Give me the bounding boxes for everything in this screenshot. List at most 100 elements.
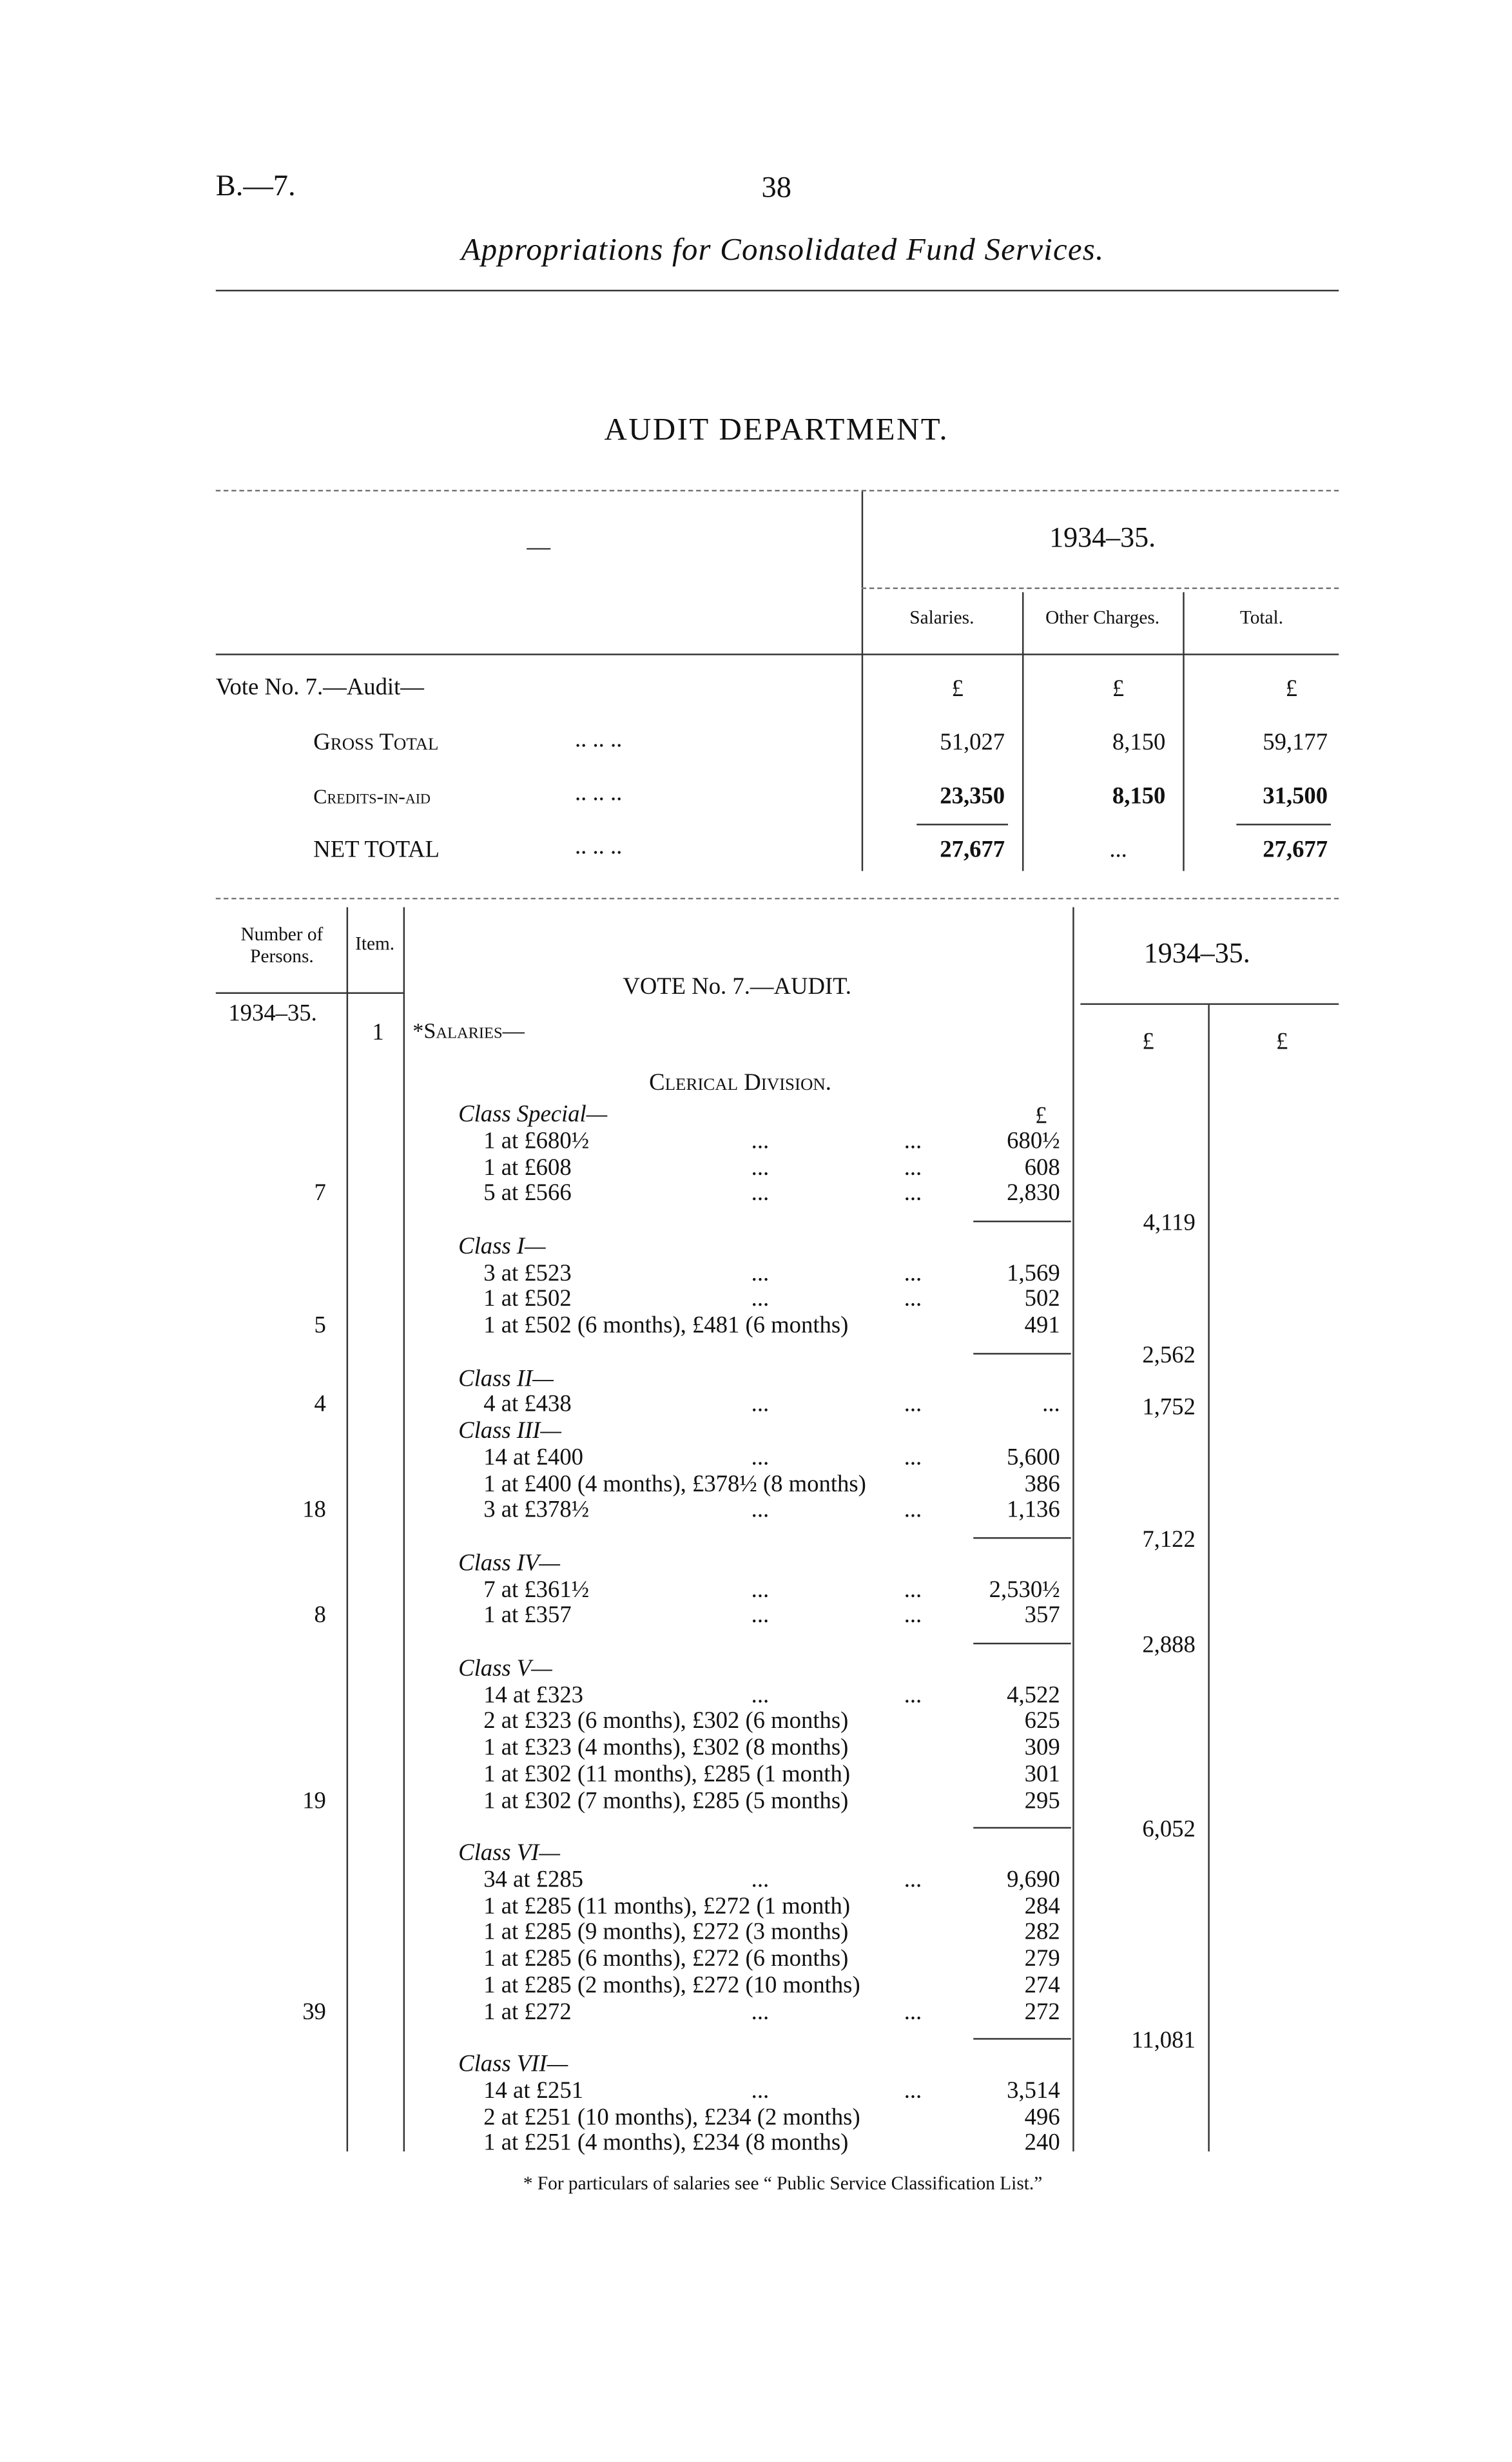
summary-header-rule (215, 654, 1339, 655)
subtotal-row: 2,888 (216, 1630, 1339, 1658)
item-label: 7 at £361½ (483, 1577, 590, 1603)
item-label: 34 at £285 (483, 1867, 583, 1893)
year-left: 1934–35. (228, 1002, 317, 1027)
item-amount: 357 (1024, 1604, 1060, 1629)
item-amount: 284 (1024, 1894, 1060, 1919)
col-total: Total. (1239, 606, 1284, 629)
subtotal-rule (973, 2038, 1071, 2040)
page-title: Appropriations for Consolidated Fund Ser… (461, 233, 1105, 268)
item-amount: 491 (1024, 1313, 1060, 1339)
summary-dash: — (527, 535, 551, 561)
leader-dots: ... (904, 1129, 922, 1154)
sum-rule (916, 824, 1008, 826)
leader-dots: .. .. .. (574, 835, 623, 860)
subtotal-row: 2,562 (216, 1340, 1339, 1368)
currency-amount: £ (1035, 1104, 1047, 1130)
class-subtotal: 1,752 (1142, 1395, 1196, 1421)
leader-dots: ... (751, 1683, 770, 1709)
col-salaries: Salaries. (909, 606, 974, 629)
credits-salaries: 23,350 (940, 784, 1005, 810)
table-row: 3 at £378½...... 1,136 18 (216, 1498, 1339, 1525)
table-row: 5 at £566...... 2,830 7 (216, 1181, 1339, 1208)
leader-dots: ... (751, 1129, 770, 1154)
leader-dots: ... (751, 1261, 770, 1286)
table-row: 1 at £357...... 357 8 (216, 1604, 1339, 1630)
class-subtotal: 6,052 (1142, 1817, 1196, 1843)
item-amount: 608 (1024, 1155, 1060, 1181)
item-amount: 309 (1024, 1736, 1060, 1761)
table-row: 14 at £251...... 3,514 (216, 2079, 1339, 2105)
footnote: * For particulars of salaries see “ Publ… (523, 2171, 1043, 2195)
vote-label: Vote No. 7.—Audit— (215, 675, 424, 701)
table-row: 14 at £400...... 5,600 (216, 1446, 1339, 1472)
subtotal-rule (973, 1220, 1071, 1223)
gross-total-label: Gross Total (313, 730, 439, 756)
table-row: 1 at £285 (11 months), £272 (1 month) 284 (216, 1894, 1339, 1921)
item-label: 1 at £608 (483, 1155, 572, 1181)
summary-divider (861, 491, 864, 871)
leader-dots: ... (751, 1392, 770, 1418)
item-amount: 274 (1024, 1973, 1060, 1999)
subtotal-rule (973, 1352, 1071, 1355)
leader-dots: .. .. .. (574, 781, 623, 807)
class-label: Class VII— (458, 2052, 568, 2078)
table-row: 4 at £438......... 4 1,752 (216, 1392, 1339, 1421)
persons-count: 18 (302, 1498, 326, 1524)
table-row: 14 at £323...... 4,522 (216, 1683, 1339, 1709)
salaries-heading: *Salaries— (412, 1020, 525, 1045)
item-amount: 2,530½ (989, 1577, 1060, 1603)
column-divider (1072, 907, 1074, 2152)
item-amount: 2,830 (1007, 1181, 1060, 1207)
leader-dots: ... (904, 1155, 922, 1181)
table-row: 1 at £323 (4 months), £302 (8 months) 309 (216, 1736, 1339, 1762)
header-rule (1080, 1003, 1339, 1005)
class-heading-row: Class V— (216, 1656, 1339, 1683)
item-label: 1 at £285 (11 months), £272 (1 month) (483, 1894, 851, 1919)
leader-dots: ... (751, 2079, 770, 2104)
item-label: 3 at £378½ (483, 1498, 590, 1524)
item-amount: 272 (1024, 1999, 1060, 2025)
document-reference: B.—7. (215, 170, 296, 204)
item-number: 1 (372, 1020, 384, 1046)
summary-divider (1022, 592, 1024, 871)
currency-symbol: £ (951, 677, 964, 703)
item-label: 14 at £323 (483, 1683, 583, 1709)
header-rule (215, 992, 403, 994)
leader-dots: ... (904, 2079, 922, 2104)
table-row: 1 at £285 (2 months), £272 (10 months) 27… (216, 1973, 1339, 1999)
item-label: 4 at £438 (483, 1392, 572, 1418)
net-total: 27,677 (1263, 838, 1328, 864)
table-row: 1 at £251 (4 months), £234 (8 months) 240 (216, 2131, 1339, 2158)
class-label: Class Special— (458, 1102, 608, 1128)
column-divider (1208, 1005, 1210, 2152)
gross-salaries: 51,027 (940, 730, 1005, 756)
department-title: AUDIT DEPARTMENT. (604, 412, 949, 448)
class-subtotal: 2,562 (1142, 1342, 1196, 1369)
persons-count: 19 (302, 1788, 326, 1814)
salary-rows: Class Special— 1 at £680½...... 680½ 1 at £… (216, 1103, 1339, 2158)
item-amount: 1,136 (1007, 1498, 1060, 1524)
table-row: 1 at £302 (11 months), £285 (1 month) 301 (216, 1762, 1339, 1788)
year-right: 1934–35. (1143, 937, 1250, 969)
gross-total: 59,177 (1263, 730, 1328, 756)
class-label: Class I— (458, 1234, 546, 1260)
class-subtotal: 2,888 (1142, 1633, 1196, 1659)
item-label: 1 at £680½ (483, 1129, 590, 1154)
table-row: 1 at £285 (6 months), £272 (6 months) 279 (216, 1946, 1339, 1973)
class-heading-row: Class I— (216, 1234, 1339, 1261)
leader-dots: ... (751, 1577, 770, 1603)
table-row: 2 at £251 (10 months), £234 (2 months) 49… (216, 2105, 1339, 2131)
subtotal-row: 4,119 (216, 1208, 1339, 1237)
item-amount: 386 (1024, 1471, 1060, 1497)
table-row: 1 at £502...... 502 (216, 1287, 1339, 1313)
item-label: 1 at £251 (4 months), £234 (8 months) (483, 2131, 849, 2157)
leader-dots: ... (904, 1392, 922, 1418)
table-row: 1 at £680½...... 680½ (216, 1129, 1339, 1156)
class-subtotal: 11,081 (1131, 2029, 1196, 2055)
item-amount: 4,522 (1007, 1683, 1060, 1709)
item-label: 1 at £302 (11 months), £285 (1 month) (483, 1761, 851, 1788)
class-label: Class VI— (458, 1841, 560, 1866)
class-heading-row: Class VII— (216, 2052, 1339, 2079)
class-subtotal: 4,119 (1143, 1211, 1196, 1237)
